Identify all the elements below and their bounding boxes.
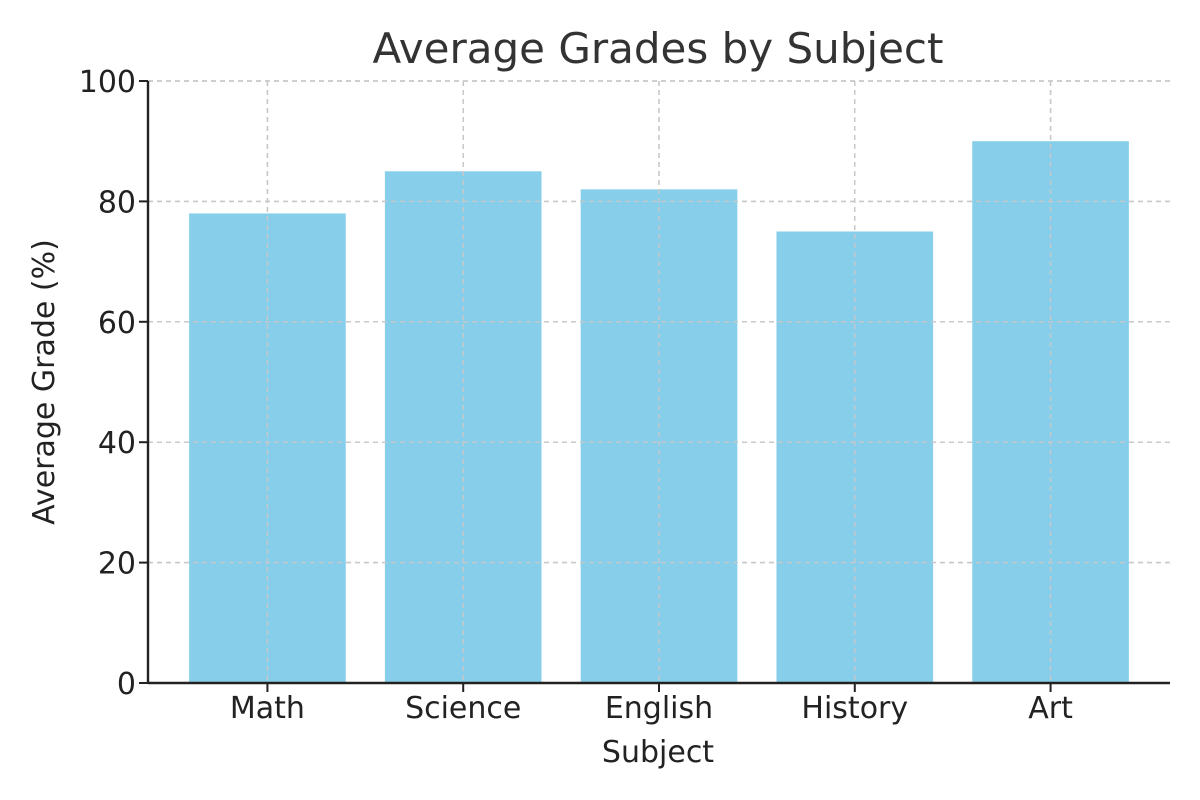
y-tick-label: 0 <box>117 667 136 702</box>
y-tick-label: 40 <box>98 426 136 461</box>
bar-art <box>972 141 1129 683</box>
x-tick-label: Science <box>405 691 521 726</box>
y-axis-title: Average Grade (%) <box>27 239 62 525</box>
y-tick-label: 20 <box>98 547 136 582</box>
y-tick-label: 100 <box>79 65 136 100</box>
x-axis-ticks: Math Science English History Art <box>230 683 1073 726</box>
bars <box>148 80 1170 684</box>
x-tick-label: Art <box>1028 691 1073 726</box>
chart-title: Average Grades by Subject <box>373 24 944 73</box>
y-tick-label: 80 <box>98 185 136 220</box>
y-axis-ticks: 0 20 40 60 80 100 <box>79 65 148 702</box>
x-axis-title: Subject <box>602 735 714 770</box>
y-tick-label: 60 <box>98 306 136 341</box>
x-tick-label: Math <box>230 691 305 726</box>
x-tick-label: History <box>801 691 908 726</box>
x-tick-label: English <box>605 691 713 726</box>
